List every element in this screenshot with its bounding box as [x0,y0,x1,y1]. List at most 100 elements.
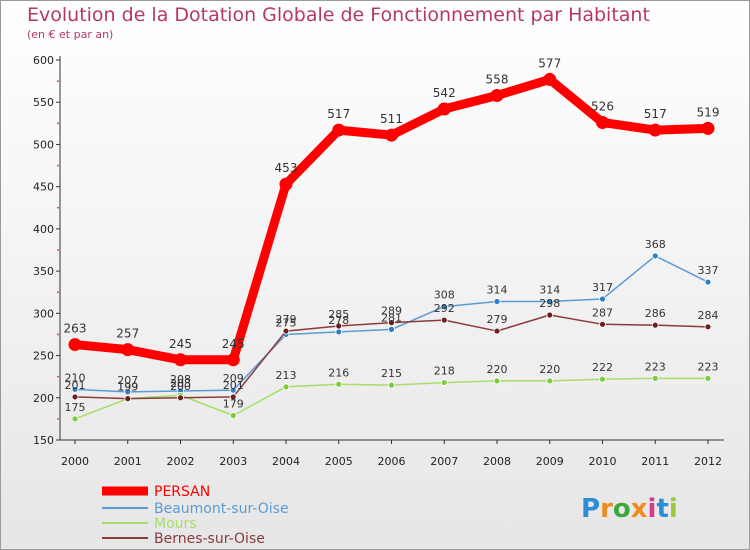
chart-title: Evolution de la Dotation Globale de Fonc… [27,4,650,26]
data-label-persan: 577 [538,56,561,70]
point-persan [121,343,135,357]
point-bernes-sur-oise [71,393,79,401]
point-beaumont-sur-oise [335,328,343,336]
x-tick-label: 2006 [378,455,406,468]
y-tick-label: 400 [33,223,54,236]
x-tick-label: 2012 [694,455,722,468]
point-persan [596,115,609,129]
legend: PERSANBeaumont-sur-OiseMoursBernes-sur-O… [102,484,289,547]
point-bernes-sur-oise [493,327,501,335]
data-label-beaumont-sur-oise: 368 [645,238,666,251]
point-persan [332,123,346,137]
point-persan [279,177,293,191]
point-mours [440,379,448,386]
point-beaumont-sur-oise [229,386,237,394]
point-bernes-sur-oise [599,320,606,328]
point-mours [71,415,79,423]
data-label-bernes-sur-oise: 201 [65,379,86,392]
x-tick-label: 2005 [325,455,353,468]
point-persan [174,353,187,367]
logo-letter: o [613,494,631,524]
data-label-beaumont-sur-oise: 278 [328,314,349,327]
data-label-mours: 203 [170,377,191,390]
logo-letter: x [631,494,648,524]
point-bernes-sur-oise [440,316,448,324]
chart-subtitle: (en € et par an) [27,28,114,41]
data-label-persan: 245 [222,337,245,351]
x-tick-label: 2007 [430,455,458,468]
logo-letter: t [656,494,668,524]
data-label-persan: 511 [380,112,403,126]
axes: 150 200 250 300 350 400 450 500 550 600 2000 2001 20… [33,54,724,468]
data-label-mours: 220 [539,363,560,376]
data-label-mours: 216 [328,366,349,379]
data-label-beaumont-sur-oise: 209 [223,372,244,385]
y-minor-tick [57,375,59,378]
data-label-mours: 179 [223,398,244,411]
data-label-beaumont-sur-oise: 275 [276,316,297,329]
x-tick-label: 2001 [114,455,142,468]
point-bernes-sur-oise [282,327,290,335]
point-beaumont-sur-oise [493,298,501,305]
y-minor-tick [57,249,59,251]
data-label-beaumont-sur-oise: 314 [487,284,508,297]
data-label-beaumont-sur-oise: 281 [381,311,402,324]
x-tick-label: 2003 [219,455,247,468]
x-tick-label: 2004 [272,455,300,468]
y-minor-tick [57,164,59,167]
data-label-persan: 519 [697,105,720,119]
x-tick-label: 2002 [167,455,195,468]
y-tick-label: 550 [33,96,54,109]
data-label-beaumont-sur-oise: 308 [434,289,455,302]
point-bernes-sur-oise [177,394,184,402]
data-label-bernes-sur-oise: 289 [381,305,402,318]
data-label-mours: 218 [434,365,455,378]
point-mours [388,381,395,389]
x-tick-label: 2010 [589,455,617,468]
series-layer [68,72,715,423]
point-bernes-sur-oise [651,321,659,329]
data-label-beaumont-sur-oise: 208 [170,373,191,386]
point-bernes-sur-oise [704,323,712,331]
data-label-bernes-sur-oise: 279 [276,313,297,326]
legend-label-beaumont-sur-oise: Beaumont-sur-Oise [154,501,289,517]
point-bernes-sur-oise [546,311,554,319]
point-mours [651,374,659,382]
data-label-beaumont-sur-oise: 207 [117,374,138,387]
data-label-bernes-sur-oise: 199 [117,381,138,394]
data-label-bernes-sur-oise: 286 [645,307,666,320]
y-minor-tick [57,206,59,209]
point-persan [490,88,504,102]
data-label-mours: 220 [487,363,508,376]
point-persan [648,123,662,137]
point-beaumont-sur-oise [71,385,79,393]
data-label-bernes-sur-oise: 284 [698,309,719,322]
data-label-persan: 517 [327,107,350,121]
data-label-bernes-sur-oise: 285 [328,308,349,321]
point-mours [335,380,343,388]
data-label-persan: 526 [591,99,614,113]
data-label-bernes-sur-oise: 279 [487,313,508,326]
y-minor-tick [57,122,59,125]
point-beaumont-sur-oise [546,298,554,305]
data-label-mours: 175 [65,401,86,414]
x-tick-label: 2008 [483,455,511,468]
data-label-beaumont-sur-oise: 337 [698,264,719,277]
data-label-mours: 223 [645,360,666,373]
point-mours [599,375,606,383]
y-minor-tick [57,80,59,83]
data-label-persan: 558 [486,72,509,86]
point-mours [282,383,290,391]
y-tick-label: 350 [33,265,54,278]
y-tick-label: 200 [33,392,54,405]
point-persan [68,338,82,352]
data-label-beaumont-sur-oise: 210 [65,371,86,384]
data-label-bernes-sur-oise: 200 [170,380,191,393]
legend-label-mours: Mours [154,516,197,532]
data-label-bernes-sur-oise: 298 [539,297,560,310]
data-label-persan: 542 [433,86,456,100]
point-beaumont-sur-oise [651,252,659,260]
y-tick-label: 150 [33,434,54,447]
data-label-persan: 517 [644,107,667,121]
